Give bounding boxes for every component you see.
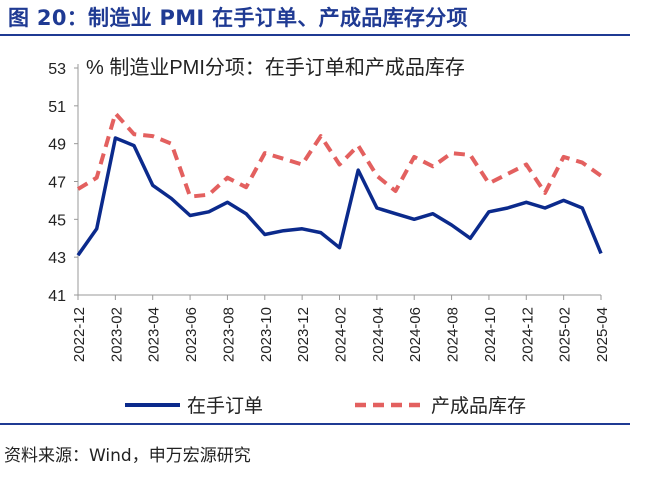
x-tick-label: 2024-10 [482,307,499,362]
x-tick-label: 2023-10 [258,307,275,362]
y-axis: 41 43 45 47 49 51 53 [48,61,79,305]
x-tick-label: 2024-02 [333,307,350,362]
x-tick-label: 2024-08 [445,307,462,362]
y-tick-label: 43 [48,250,66,267]
series-line-order-backlog [76,136,603,257]
legend-label-finished-inventory: 产成品库存 [431,395,526,417]
legend-label-order-backlog: 在手订单 [187,395,263,417]
series-line-finished-inventory [76,111,603,199]
source-divider [0,423,630,425]
title-divider [0,34,630,36]
x-tick-label: 2025-02 [557,307,574,362]
figure-title: 图 20：制造业 PMI 在手订单、产成品库存分项 [8,6,468,30]
series-layer [76,111,603,257]
x-tick-label: 2023-08 [220,307,237,362]
y-tick-label: 41 [48,288,66,305]
x-tick-label: 2024-12 [519,307,536,362]
y-tick-label: 53 [48,61,66,78]
x-tick-label: 2023-02 [108,307,125,362]
y-tick-label: 49 [48,137,66,154]
x-axis: 2022-12 2023-02 2023-04 2023-06 2023-08 2023-… [71,294,611,362]
x-tick-label: 2025-04 [594,307,611,362]
x-tick-label: 2023-06 [183,307,200,362]
x-tick-label: 2022-12 [71,307,88,362]
x-tick-label: 2023-12 [295,307,312,362]
y-tick-label: 45 [48,212,66,229]
legend: 在手订单 产成品库存 [125,395,526,417]
chart-title: % 制造业PMI分项：在手订单和产成品库存 [86,56,465,79]
x-tick-label: 2024-04 [370,307,387,362]
x-tick-label: 2024-06 [407,307,424,362]
y-tick-label: 51 [48,99,66,116]
y-tick-label: 47 [48,175,66,192]
x-tick-label: 2023-04 [146,307,163,362]
source-note: 资料来源：Wind，申万宏源研究 [4,446,251,466]
